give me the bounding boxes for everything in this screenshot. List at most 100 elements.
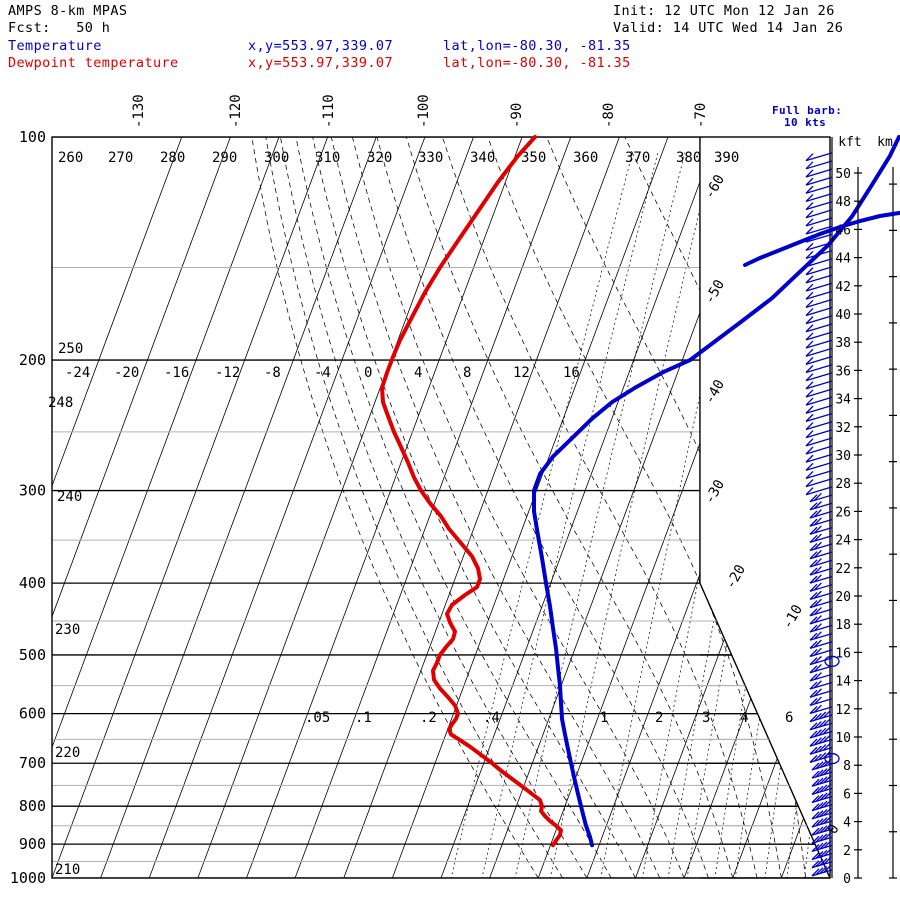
pressure-tick-label: 200 xyxy=(19,351,46,369)
pressure-tick-label: 1000 xyxy=(10,869,46,887)
theta-top-label: 380 xyxy=(676,150,701,166)
kft-tick-label: 4 xyxy=(843,816,851,831)
kft-tick-label: 50 xyxy=(835,167,851,182)
skew-mask xyxy=(700,137,835,880)
model-title: AMPS 8-km MPAS xyxy=(8,3,128,19)
dewpoint-trace xyxy=(380,135,563,848)
isotherm-label: 4 xyxy=(414,365,422,381)
kft-tick-label: 12 xyxy=(835,703,851,718)
isotherm xyxy=(52,137,183,488)
height-curve xyxy=(743,211,900,267)
temperature-legend-label: Temperature xyxy=(8,38,102,54)
theta-top-label: 350 xyxy=(521,150,546,166)
mixing-ratio-label: .4 xyxy=(483,710,500,726)
moist-adiabat xyxy=(265,137,563,878)
theta-top-label: 330 xyxy=(418,150,443,166)
kft-tick-label: 38 xyxy=(835,336,851,351)
isotherm xyxy=(246,137,523,878)
pressure-tick-label: 500 xyxy=(19,646,46,664)
mixing-ratio-label: 4 xyxy=(740,710,748,726)
theta-top-label: 280 xyxy=(160,150,185,166)
mixing-ratio-line xyxy=(600,152,755,878)
mixing-ratio-line xyxy=(667,152,808,878)
isotherm xyxy=(343,137,620,878)
mixing-ratio-line xyxy=(686,152,823,878)
isotherm-label: 8 xyxy=(463,365,471,381)
barb-legend-line1: Full barb: xyxy=(772,104,843,117)
top-temp-label: -130 xyxy=(131,94,147,128)
kft-tick-label: 8 xyxy=(843,759,851,774)
isotherm-label: -20 xyxy=(114,365,139,381)
wind-barbs xyxy=(805,152,840,877)
theta-top-label: 300 xyxy=(264,150,289,166)
pressure-tick-label: 100 xyxy=(19,128,46,146)
plot-frame xyxy=(51,136,831,879)
theta-top-label: 390 xyxy=(714,150,739,166)
mixing-ratio-label: 6 xyxy=(785,710,793,726)
barb-legend-line2: 10 kts xyxy=(784,116,827,129)
isotherm-label: -24 xyxy=(65,365,90,381)
dewpoint-latlon: lat,lon=-80.30, -81.35 xyxy=(443,55,631,71)
km-header: km xyxy=(877,135,893,150)
kft-tick-label: 2 xyxy=(843,844,851,859)
pressure-tick-label: 900 xyxy=(19,835,46,853)
kft-tick-label: 30 xyxy=(835,449,851,464)
theta-left-label: 240 xyxy=(57,489,82,505)
isotherm-label: -4 xyxy=(314,365,331,381)
theta-left-label: 220 xyxy=(55,745,80,761)
pressure-tick-label: 600 xyxy=(19,705,46,723)
mixing-ratio-label: .2 xyxy=(420,710,437,726)
isotherm xyxy=(392,137,669,878)
moist-adiabat xyxy=(376,137,709,878)
pressure-tick-label: 400 xyxy=(19,574,46,592)
mixing-ratio-label: .1 xyxy=(355,710,372,726)
top-temp-label: -110 xyxy=(321,94,337,128)
pressure-tick-label: 800 xyxy=(19,797,46,815)
theta-top-label: 360 xyxy=(573,150,598,166)
mixing-ratio-label: 2 xyxy=(655,710,663,726)
isotherm xyxy=(440,137,718,878)
dewpoint-xy: x,y=553.97,339.07 xyxy=(248,55,393,71)
top-temp-label: -90 xyxy=(509,103,525,128)
theta-top-label: 260 xyxy=(58,150,83,166)
theta-top-label: 290 xyxy=(212,150,237,166)
kft-tick-label: 24 xyxy=(835,534,851,549)
kft-tick-label: 48 xyxy=(835,195,851,210)
isotherm xyxy=(52,137,231,618)
pressure-tick-label: 300 xyxy=(19,482,46,500)
mixing-ratio-line xyxy=(642,152,788,878)
valid-time: Valid: 14 UTC Wed 14 Jan 26 xyxy=(613,20,844,36)
isotherm-label: -8 xyxy=(264,365,281,381)
theta-top-label: 370 xyxy=(625,150,650,166)
dewpoint-legend-label: Dewpoint temperature xyxy=(8,55,179,71)
isotherm-label: 16 xyxy=(563,365,580,381)
kft-tick-label: 42 xyxy=(835,280,851,295)
mixing-ratio-line xyxy=(549,152,714,878)
kft-tick-label: 22 xyxy=(835,562,851,577)
isotherm-label: 0 xyxy=(364,365,372,381)
pressure-tick-label: 700 xyxy=(19,754,46,772)
kft-tick-label: 20 xyxy=(835,590,851,605)
kft-tick-label: 16 xyxy=(835,646,851,661)
kft-tick-label: 36 xyxy=(835,364,851,379)
kft-tick-label: 10 xyxy=(835,731,851,746)
kft-tick-label: 18 xyxy=(835,618,851,633)
kft-tick-label: 44 xyxy=(835,252,851,267)
temperature-trace xyxy=(532,135,900,848)
top-temp-label: -80 xyxy=(601,103,617,128)
moist-adiabat xyxy=(312,137,636,878)
init-time: Init: 12 UTC Mon 12 Jan 26 xyxy=(613,3,835,19)
isotherm-label: -16 xyxy=(164,365,189,381)
isotherm xyxy=(100,137,377,878)
isotherm-label: -12 xyxy=(215,365,240,381)
top-temp-label: -120 xyxy=(228,94,244,128)
isotherm-label: 12 xyxy=(513,365,530,381)
temperature-xy: x,y=553.97,339.07 xyxy=(248,38,393,54)
temperature-latlon: lat,lon=-80.30, -81.35 xyxy=(443,38,631,54)
kft-header: kft xyxy=(838,135,861,150)
theta-left-label: 210 xyxy=(55,862,80,878)
kft-tick-label: 40 xyxy=(835,308,851,323)
isotherm xyxy=(148,137,426,878)
top-temp-label: -100 xyxy=(416,94,432,128)
